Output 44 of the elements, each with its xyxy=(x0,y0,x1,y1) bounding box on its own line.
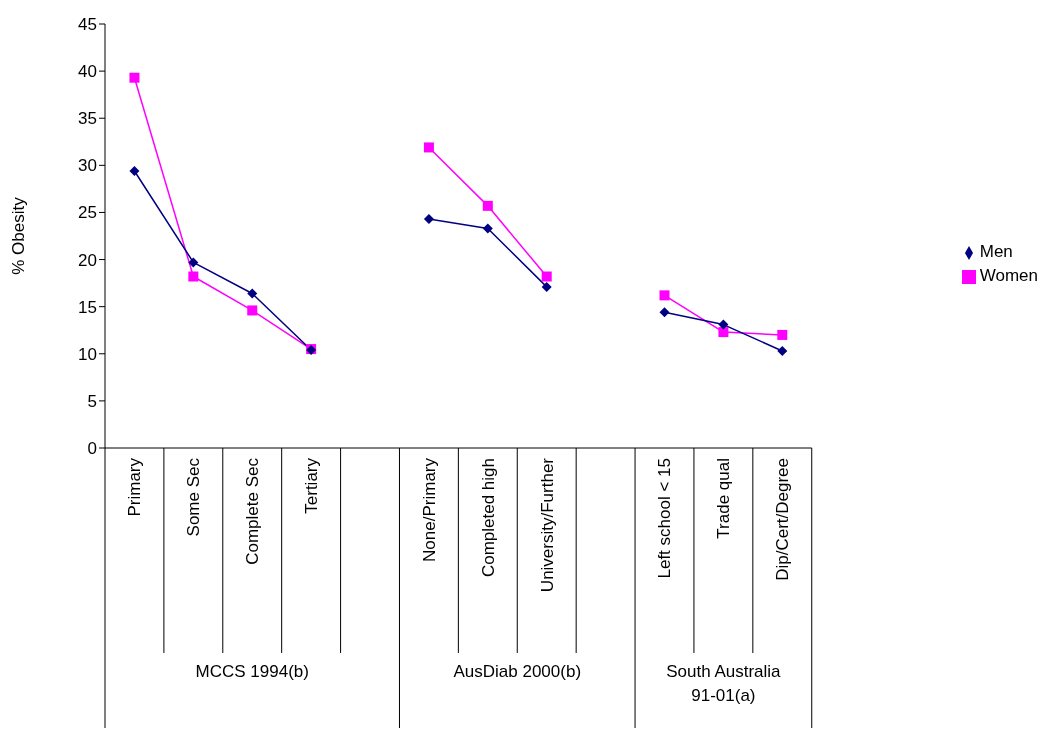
text: South Australia 91-01(a) xyxy=(665,661,782,707)
point xyxy=(129,72,140,83)
point xyxy=(482,200,493,211)
point xyxy=(659,290,670,301)
y-tick-label: 10 xyxy=(78,344,97,364)
point xyxy=(541,281,552,292)
point xyxy=(247,305,258,316)
x-tick-label: Complete Sec xyxy=(243,457,263,565)
x-tick-label: Completed high xyxy=(478,458,498,578)
point xyxy=(188,271,199,282)
y-tick-label: 30 xyxy=(78,156,97,176)
y-tick-label: 25 xyxy=(78,203,97,223)
y-axis-title: % Obesity xyxy=(9,196,29,275)
y-tick-label: 40 xyxy=(78,62,97,82)
point xyxy=(718,319,729,330)
legend-label: Women xyxy=(979,266,1038,285)
x-tick-label: Primary xyxy=(125,457,145,517)
point xyxy=(541,271,552,282)
point xyxy=(718,327,729,338)
point xyxy=(423,142,434,153)
point xyxy=(777,345,788,356)
x-tick-label: None/Primary xyxy=(419,457,439,562)
x-tick-label: Dip/Cert/Degree xyxy=(773,458,793,581)
point xyxy=(188,257,199,268)
point xyxy=(129,165,140,176)
y-tick-label: 20 xyxy=(78,250,97,270)
x-tick-label: University/Further xyxy=(537,457,557,593)
y-tick-label: 35 xyxy=(78,109,97,129)
x-tick-label: Some Sec xyxy=(184,457,204,537)
x-tick-label: Left school < 15 xyxy=(655,458,675,579)
text: MCCS 1994(b) xyxy=(194,661,310,683)
y-tick-label: 15 xyxy=(78,297,97,317)
text: AusDiab 2000(b) xyxy=(452,661,583,683)
x-tick-label: Trade qual xyxy=(714,458,734,539)
point xyxy=(247,288,258,299)
y-tick-label: 45 xyxy=(78,15,97,35)
point xyxy=(777,329,788,340)
y-tick-label: 0 xyxy=(87,439,97,459)
y-tick-label: 5 xyxy=(87,391,97,411)
point xyxy=(659,307,670,318)
point xyxy=(423,214,434,225)
x-tick-label: Tertiary xyxy=(302,457,322,514)
legend-label: Men xyxy=(979,242,1013,261)
point xyxy=(482,223,493,234)
